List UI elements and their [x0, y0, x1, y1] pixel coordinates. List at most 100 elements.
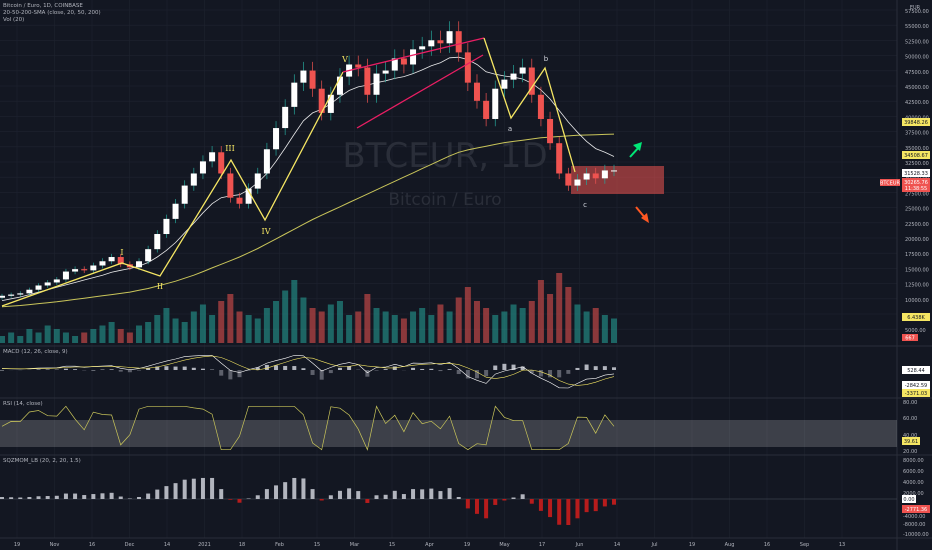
abc-correction-line[interactable]: [483, 37, 576, 173]
sqz-bar: [392, 490, 397, 499]
volume-bar: [254, 318, 261, 343]
candle-body: [145, 249, 152, 262]
volume-bar: [26, 329, 33, 343]
macd-bar: [328, 370, 333, 374]
macd-bar: [182, 366, 187, 370]
price-tick: 57500.00: [905, 9, 929, 15]
macd-bar: [146, 368, 151, 370]
candlesticks: [0, 21, 617, 300]
wedge-upper-line[interactable]: [342, 37, 485, 73]
rsi-legend[interactable]: RSI (14, close): [3, 401, 43, 407]
volume-bar: [355, 311, 362, 343]
candle-body: [26, 289, 33, 294]
sqz-bar: [593, 499, 598, 512]
candle-body: [99, 261, 106, 266]
time-tick: Apr: [425, 542, 435, 548]
sqz-bar: [356, 491, 361, 499]
macd-bar: [0, 370, 4, 371]
down-arrow-icon: [635, 206, 649, 223]
macd-bar: [109, 369, 114, 370]
watermark-ticker: BTCEUR, 1D: [342, 136, 547, 176]
candle-body: [364, 67, 371, 95]
wave-label-b: b: [544, 55, 549, 63]
volume-bar: [419, 308, 426, 343]
time-tick: 16: [89, 542, 95, 548]
elliott-wave-line[interactable]: [1, 71, 344, 307]
candle-body: [410, 49, 417, 65]
wave-label-a: a: [508, 125, 512, 133]
wave-labels: I II III IV V: [120, 55, 348, 291]
grid: [0, 0, 897, 538]
volume-bar: [382, 311, 389, 343]
volume-bar: [473, 301, 480, 343]
candle-body: [44, 282, 51, 286]
candle-body: [519, 67, 526, 74]
volume-legend[interactable]: Vol (20): [3, 17, 25, 23]
sqz-bar: [557, 499, 562, 525]
candle-body: [437, 40, 444, 44]
macd-bar: [228, 370, 233, 380]
macd-bar: [529, 370, 534, 374]
sqz-bar: [155, 489, 160, 499]
volume-bar: [464, 287, 471, 343]
wedge-lower-line[interactable]: [356, 54, 484, 129]
macd-bar: [292, 366, 297, 370]
candle-body: [108, 257, 115, 262]
target-zone[interactable]: [571, 166, 664, 194]
volume-bar: [126, 332, 133, 343]
volume-bar: [519, 308, 526, 343]
candle-body: [327, 94, 334, 113]
rsi-tick-80: 80.00: [903, 400, 917, 406]
volume-bar: [35, 332, 42, 343]
symbol-legend[interactable]: Bitcoin / Euro, 1D, COINBASE: [3, 3, 83, 9]
sma-legend[interactable]: 20-50-200-SMA (close, 20, 50, 200): [3, 10, 101, 16]
volume-bar: [136, 325, 143, 343]
sqz-bar: [255, 495, 260, 499]
time-tick: Dec: [125, 542, 135, 548]
volume-bar: [218, 301, 225, 343]
rsi-tick-60: 60.00: [903, 416, 917, 422]
candle-body: [501, 79, 508, 89]
sqz-legend[interactable]: SQZMOM_LB (20, 2, 20, 1.5): [3, 458, 81, 464]
time-tick: 14: [614, 542, 620, 548]
time-tick: 13: [839, 542, 845, 548]
candle-body: [556, 143, 563, 174]
price-tick: 35000.00: [905, 146, 929, 152]
macd-bar: [173, 366, 178, 370]
volume-bar: [483, 308, 490, 343]
time-tick: May: [499, 542, 509, 548]
rsi-axis: 80.00 60.00 40.00 20.00 39.61: [902, 400, 920, 455]
candle-body: [254, 173, 261, 189]
time-tick: 2021: [198, 542, 211, 548]
volume-bar: [437, 304, 444, 343]
candle-body: [574, 179, 581, 186]
wave-label-i: I: [120, 248, 123, 257]
macd-bar: [392, 366, 397, 370]
macd-bar: [520, 366, 525, 370]
candle-body: [53, 279, 60, 283]
time-axis[interactable]: 19 Nov 16 Dec 14 2021 18 Feb 15 Mar 15 Apr 19 May 17 Ju…: [14, 542, 845, 548]
rsi-line: [1, 405, 615, 451]
sqz-bar: [429, 488, 434, 499]
macd-tag-3: -3371.03: [905, 391, 927, 397]
candle-body: [473, 82, 480, 101]
volume-bar: [117, 329, 124, 343]
up-arrow-icon: [629, 142, 642, 158]
sqz-bar: [237, 499, 242, 503]
volume-bar: [172, 318, 179, 343]
sqz-bar: [164, 486, 169, 499]
candle-body: [309, 70, 316, 89]
volume-bar: [199, 304, 206, 343]
sqz-value-tag: -2771.36: [905, 507, 927, 513]
macd-bar: [219, 370, 224, 376]
volume-bar: [291, 280, 298, 343]
volume-bar: [565, 287, 572, 343]
sqz-bar: [118, 496, 123, 499]
sqz-bar: [274, 485, 279, 499]
macd-bar: [237, 370, 242, 378]
candle-body: [0, 295, 5, 298]
macd-legend[interactable]: MACD (12, 26, close, 9): [3, 349, 68, 355]
sqz-bar: [0, 497, 4, 499]
